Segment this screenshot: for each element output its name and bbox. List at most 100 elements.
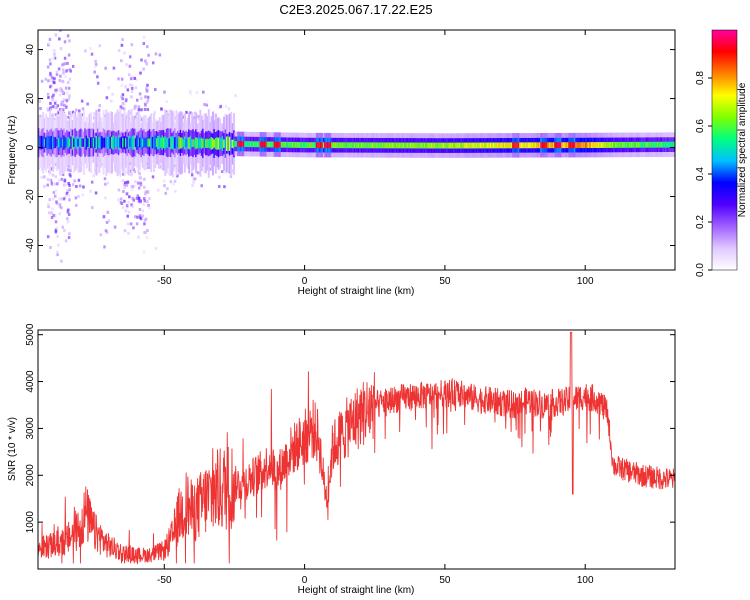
spectrogram-speckle <box>126 222 130 226</box>
spectrogram-cell <box>130 136 133 149</box>
spectrogram-speckle <box>98 44 102 48</box>
spectrogram-cell <box>468 142 471 149</box>
spectrogram-cell <box>238 141 241 147</box>
spectrogram-cell <box>550 142 553 149</box>
spectrogram-cell <box>247 141 250 148</box>
x-tick-label: 100 <box>577 276 594 287</box>
spectrogram-cell <box>289 141 292 148</box>
spectrogram-speckle <box>120 77 124 81</box>
spectrogram-cell <box>182 139 185 147</box>
spectrogram-speckle <box>143 197 146 201</box>
spectrogram-speckle <box>145 100 149 104</box>
spectrogram-speckle <box>127 22 130 25</box>
spectrogram-speckle <box>49 101 52 105</box>
spectrogram-speckle <box>54 113 58 117</box>
spectrogram-cell <box>360 142 363 149</box>
spectrogram-cell <box>92 137 95 148</box>
spectrogram-cell <box>474 142 477 149</box>
spectrogram-speckle <box>94 59 97 63</box>
spectrogram-speckle <box>117 188 121 192</box>
spectrogram-cell <box>613 142 616 148</box>
x-tick-label: 0 <box>302 575 308 586</box>
spectrogram-cell <box>364 142 367 149</box>
spectrogram-speckle <box>227 107 231 111</box>
spectrogram-cell <box>458 142 461 149</box>
spectrogram-cell <box>566 142 569 149</box>
spectrogram-cell <box>638 141 641 148</box>
spectrogram-cell <box>318 142 321 149</box>
spectrogram-cell <box>513 142 516 149</box>
spectrogram-cell <box>279 141 282 148</box>
spectrogram-cell <box>91 137 94 149</box>
spectrogram-speckle <box>46 107 49 111</box>
spectrogram-speckle <box>121 93 125 97</box>
spectrogram-speckle <box>54 162 58 166</box>
spectrogram-cell <box>653 141 656 148</box>
spectrogram-cell <box>101 136 104 150</box>
spectrogram-speckle <box>162 179 166 183</box>
spectrogram-speckle <box>55 226 59 230</box>
spectrogram-cell <box>348 142 351 149</box>
spectrogram-cell <box>200 137 203 150</box>
spectrogram-cell <box>95 136 98 150</box>
spectrogram-cell <box>555 142 558 149</box>
spectrogram-cell <box>356 142 359 149</box>
spectrogram-cell <box>496 142 499 149</box>
spectrogram-cell <box>227 136 230 152</box>
spectrogram-speckle <box>132 226 135 230</box>
spectrogram-cell <box>457 142 460 149</box>
spectrogram-cell <box>447 142 450 149</box>
spectrogram-speckle <box>49 107 53 111</box>
spectrogram-cell <box>234 140 237 147</box>
spectrogram-speckle <box>123 102 126 106</box>
spectrogram-speckle <box>139 118 143 122</box>
spectrogram-cell <box>329 142 332 149</box>
y-tick-label: -20 <box>25 189 36 204</box>
spectrogram-speckle <box>64 62 67 66</box>
spectrogram-speckle <box>173 179 177 183</box>
spectrogram-cell <box>669 141 672 148</box>
spectrogram-speckle <box>105 220 109 224</box>
spectrogram-cell <box>245 141 248 148</box>
spectrogram-cell <box>510 142 513 149</box>
spectrogram-cell <box>218 137 222 151</box>
spectrogram-speckle <box>129 55 132 59</box>
spectrogram-cell <box>607 142 610 148</box>
spectrogram-cell <box>388 142 391 149</box>
spectrogram-speckle <box>90 52 94 56</box>
spectrogram-speckle <box>147 203 150 207</box>
spectrogram-speckle <box>47 205 50 209</box>
spectrogram-cell <box>169 136 172 150</box>
spectrogram-cell <box>336 142 339 149</box>
spectrogram-speckle <box>140 58 143 62</box>
spectrogram-cell <box>461 142 464 149</box>
spectrogram-speckle <box>56 182 59 186</box>
spectrogram-cell <box>290 141 293 148</box>
spectrogram-speckle <box>53 214 57 218</box>
spectrogram-speckle <box>134 86 138 90</box>
spectrogram-speckle <box>61 101 65 105</box>
spectrogram-cell <box>363 142 366 149</box>
spectrogram-speckle <box>69 174 72 178</box>
y-tick-label: 0 <box>25 144 36 150</box>
spectrogram-cell <box>408 142 411 149</box>
spectrogram-speckle <box>129 222 133 226</box>
spectrogram-cell <box>134 138 137 147</box>
spectrogram-cell <box>494 142 497 149</box>
spectrogram-speckle <box>67 208 70 212</box>
spectrogram-cell <box>109 136 112 149</box>
spectrogram-speckle <box>137 235 140 239</box>
spectrogram-cell <box>293 141 296 148</box>
spectrogram-cell <box>359 142 362 149</box>
spectrogram-cell <box>343 142 346 149</box>
spectrogram-speckle <box>143 199 146 203</box>
spectrogram-cell <box>540 142 543 149</box>
spectrogram-cell <box>203 138 206 149</box>
spectrogram-cell <box>141 138 144 147</box>
spectrogram-cell <box>221 136 224 151</box>
spectrogram-cell <box>259 141 262 148</box>
spectrogram-cell <box>503 142 506 149</box>
spectrogram-speckle <box>130 188 134 192</box>
spectrogram-cell <box>146 137 149 149</box>
spectrogram-cell <box>144 137 147 148</box>
